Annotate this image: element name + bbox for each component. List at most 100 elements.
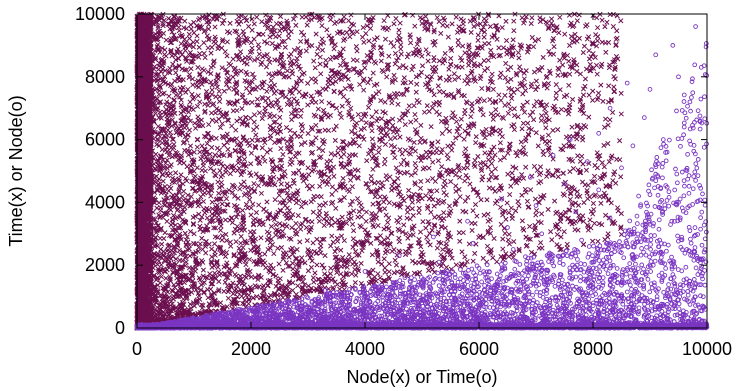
x-marker-fill <box>164 218 170 224</box>
x-marker-fill <box>404 54 410 60</box>
x-marker-fill <box>316 145 322 151</box>
x-marker-fill <box>618 90 624 96</box>
x-marker-fill <box>332 137 338 143</box>
x-marker-fill <box>484 65 491 72</box>
x-marker-fill <box>574 136 580 142</box>
x-marker-fill <box>475 32 481 38</box>
x-marker-fill <box>290 260 296 266</box>
x-marker-fill <box>480 160 486 166</box>
x-marker-fill <box>310 140 316 146</box>
x-marker-fill <box>338 18 344 24</box>
x-marker-fill <box>272 57 278 63</box>
x-marker-fill <box>313 113 319 119</box>
x-marker-fill <box>567 71 573 77</box>
x-marker-fill <box>449 21 455 27</box>
x-marker-fill <box>320 147 326 154</box>
x-marker-fill <box>491 235 497 242</box>
x-marker-fill <box>577 193 583 199</box>
x-marker-fill <box>386 269 392 275</box>
x-marker-fill <box>602 24 608 30</box>
x-marker-fill <box>519 192 525 198</box>
x-marker-fill <box>560 170 566 176</box>
x-marker-fill <box>408 243 414 249</box>
x-marker-fill <box>368 173 374 179</box>
x-marker-fill <box>178 152 184 159</box>
x-marker-fill <box>372 194 378 200</box>
x-marker-fill <box>222 217 229 223</box>
x-marker-fill <box>213 94 219 100</box>
x-marker-fill <box>555 109 561 116</box>
x-marker-fill <box>574 68 580 75</box>
x-marker-fill <box>554 242 560 248</box>
x-marker-fill <box>576 12 582 18</box>
x-marker-fill <box>305 102 311 108</box>
x-marker-fill <box>216 88 222 94</box>
x-marker-fill <box>248 205 254 211</box>
x-marker-fill <box>503 216 509 222</box>
x-marker-fill <box>441 198 447 204</box>
x-marker-fill <box>484 197 490 203</box>
x-marker-fill <box>226 85 232 91</box>
x-marker-fill <box>489 160 495 167</box>
x-marker-fill <box>468 29 474 35</box>
x-marker-fill <box>387 136 394 142</box>
x-marker-fill <box>298 226 304 232</box>
x-marker-fill <box>581 122 587 128</box>
x-marker-fill <box>317 202 323 208</box>
x-marker-fill <box>369 128 375 134</box>
x-marker-fill <box>251 75 257 81</box>
x-marker-fill <box>412 23 418 29</box>
x-marker-fill <box>301 274 307 280</box>
x-marker-fill <box>418 178 424 185</box>
x-marker-fill <box>466 241 472 247</box>
x-marker-fill <box>212 24 218 30</box>
x-marker-fill <box>367 25 374 31</box>
x-marker-fill <box>583 23 589 29</box>
x-marker-fill <box>514 86 521 92</box>
x-marker-fill <box>506 231 512 237</box>
x-marker-fill <box>453 262 459 268</box>
x-marker-fill <box>407 216 413 222</box>
x-marker-fill <box>304 237 310 244</box>
x-marker-fill <box>230 56 236 62</box>
x-marker-fill <box>208 193 214 199</box>
x-marker-fill <box>298 113 304 119</box>
x-marker-fill <box>213 135 219 141</box>
x-marker-fill <box>247 229 254 235</box>
x-marker-fill <box>417 229 424 235</box>
x-marker-fill <box>510 51 516 57</box>
x-marker-fill <box>598 200 604 206</box>
x-marker-fill <box>391 43 397 49</box>
x-marker-fill <box>481 212 487 218</box>
x-marker-fill <box>553 95 559 101</box>
x-marker-fill <box>531 163 538 169</box>
x-marker-fill <box>152 216 158 222</box>
x-marker-fill <box>246 292 252 298</box>
x-marker-fill <box>610 23 616 30</box>
x-marker-fill <box>575 202 582 208</box>
x-marker-fill <box>413 117 419 123</box>
x-marker-fill <box>194 165 200 171</box>
x-marker-fill <box>490 156 496 162</box>
x-marker-fill <box>455 37 461 44</box>
x-marker-fill <box>417 139 423 145</box>
x-marker-fill <box>248 40 254 46</box>
x-marker-fill <box>239 106 245 112</box>
x-marker-fill <box>296 150 302 156</box>
x-marker-fill <box>187 253 193 259</box>
x-marker-fill <box>154 95 160 102</box>
x-marker-fill <box>435 83 441 89</box>
x-marker-fill <box>251 119 257 125</box>
x-marker-fill <box>309 183 315 189</box>
x-marker-fill <box>240 244 246 251</box>
x-marker-fill <box>215 264 221 270</box>
x-marker-fill <box>435 139 441 145</box>
x-marker-fill <box>201 50 207 57</box>
x-marker-fill <box>553 82 559 88</box>
x-marker-fill <box>190 82 196 88</box>
x-marker-fill <box>393 262 400 268</box>
x-marker-fill <box>327 56 333 62</box>
x-marker-fill <box>301 70 307 76</box>
x-marker-fill <box>527 223 533 230</box>
x-marker-fill <box>457 123 463 129</box>
